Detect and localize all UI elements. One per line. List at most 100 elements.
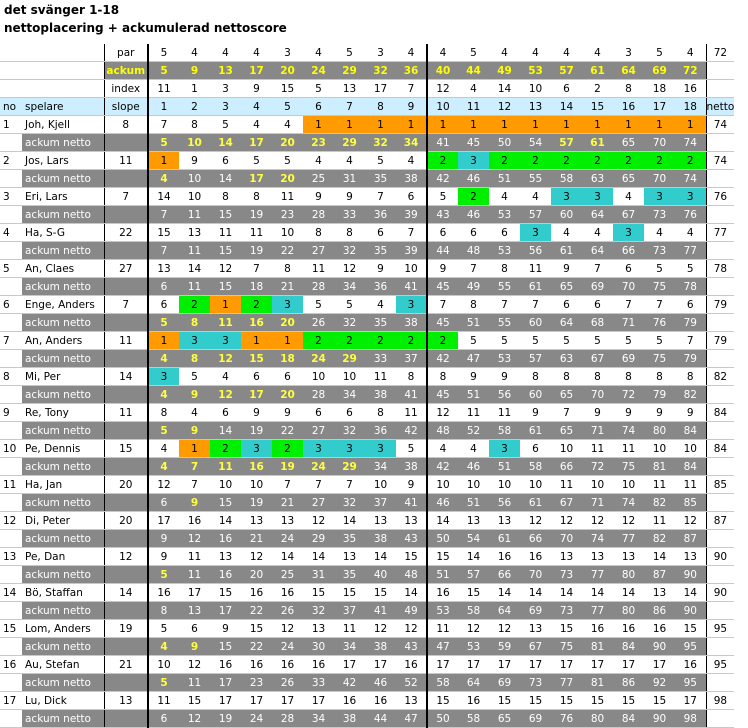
hole-placement: 16 <box>520 547 551 566</box>
empty-cell <box>0 205 22 224</box>
empty-cell <box>103 385 148 404</box>
hole-placement: 2 <box>458 187 489 206</box>
player-name: Eri, Lars <box>22 187 104 206</box>
player-slope: 14 <box>103 583 148 602</box>
hole-placement: 16 <box>426 583 458 602</box>
par-value: 4 <box>241 44 272 62</box>
ackum-netto-value: 82 <box>675 385 706 404</box>
ackum-netto-value: 35 <box>365 169 396 188</box>
player-slope: 27 <box>103 259 148 278</box>
index-value: 12 <box>426 79 458 98</box>
hole-placement: 9 <box>210 619 241 638</box>
ackum-netto-value: 34 <box>334 385 365 404</box>
hole-placement: 9 <box>520 403 551 422</box>
hole-placement: 6 <box>210 151 241 170</box>
hole-placement: 9 <box>272 403 303 422</box>
hole-placement: 6 <box>179 619 210 638</box>
hole-placement: 4 <box>582 223 613 242</box>
hole-placement: 12 <box>365 619 396 638</box>
hole-placement: 14 <box>551 583 582 602</box>
ackum-netto-value: 14 <box>210 421 241 440</box>
hole-placement: 5 <box>520 331 551 350</box>
ackum-netto-value: 51 <box>458 493 489 512</box>
player-name: Ha, S-G <box>22 223 104 242</box>
player-name: Enge, Anders <box>22 295 104 314</box>
hole-placement: 1 <box>613 115 644 134</box>
player-slope: 13 <box>103 691 148 710</box>
hole-placement: 12 <box>520 511 551 530</box>
hole-placement: 6 <box>551 295 582 314</box>
hole-placement: 7 <box>551 403 582 422</box>
ackum-netto-value: 77 <box>551 673 582 692</box>
ackum-netto-value: 66 <box>551 457 582 476</box>
hole-placement: 14 <box>334 511 365 530</box>
hole-placement: 6 <box>241 367 272 386</box>
hole-placement: 15 <box>241 619 272 638</box>
ackum-netto-value: 37 <box>365 493 396 512</box>
ackum-netto-value: 32 <box>334 421 365 440</box>
ackum-netto-value: 69 <box>520 709 551 728</box>
player-slope: 12 <box>103 547 148 566</box>
hole-placement: 3 <box>489 439 520 458</box>
hole-placement: 17 <box>334 655 365 674</box>
hole-placement: 11 <box>179 547 210 566</box>
hole-placement: 6 <box>272 367 303 386</box>
hole-placement: 8 <box>582 367 613 386</box>
hole-placement: 3 <box>458 151 489 170</box>
ackum-netto-value: 37 <box>334 601 365 620</box>
player-slope: 14 <box>103 367 148 386</box>
ackum-netto-value: 45 <box>426 385 458 404</box>
hole-placement: 15 <box>551 691 582 710</box>
ackum-netto-value: 15 <box>210 205 241 224</box>
ackum-netto-value: 51 <box>458 313 489 332</box>
ackum-netto-value: 38 <box>334 709 365 728</box>
hole-placement: 5 <box>613 331 644 350</box>
hole-placement: 5 <box>644 259 675 278</box>
hole-placement: 13 <box>489 511 520 530</box>
hole-placement: 15 <box>365 583 396 602</box>
hole-placement: 5 <box>241 151 272 170</box>
player-netto: 98 <box>705 691 735 710</box>
empty-cell <box>705 673 735 692</box>
empty-cell <box>705 349 735 368</box>
hole-placement: 3 <box>551 187 582 206</box>
player-number: 9 <box>0 403 22 422</box>
hole-placement: 6 <box>334 403 365 422</box>
hole-placement: 13 <box>241 511 272 530</box>
player-name: Re, Tony <box>22 403 104 422</box>
ackum-netto-value: 53 <box>489 241 520 260</box>
hole-placement: 9 <box>582 403 613 422</box>
hole-placement: 8 <box>179 115 210 134</box>
ackum-netto-value: 81 <box>582 637 613 656</box>
hole-placement: 4 <box>179 403 210 422</box>
ackum-netto-value: 11 <box>179 277 210 296</box>
ackum-netto-value: 57 <box>520 349 551 368</box>
hole-placement: 16 <box>365 691 396 710</box>
hole-placement: 5 <box>210 115 241 134</box>
hole-placement: 12 <box>426 403 458 422</box>
ackum-netto-value: 35 <box>334 565 365 584</box>
hole-placement: 1 <box>426 115 458 134</box>
hole-placement: 11 <box>582 439 613 458</box>
hole-placement: 15 <box>582 691 613 710</box>
hole-placement: 13 <box>458 511 489 530</box>
ackum-netto-value: 63 <box>582 169 613 188</box>
hole-number: 6 <box>303 97 334 116</box>
player-slope: 15 <box>103 439 148 458</box>
hole-placement: 17 <box>520 655 551 674</box>
hole-placement: 4 <box>675 223 706 242</box>
hole-number: 10 <box>426 97 458 116</box>
hole-placement: 3 <box>241 439 272 458</box>
hole-placement: 13 <box>396 691 427 710</box>
player-netto: 84 <box>705 439 735 458</box>
hole-number: 3 <box>210 97 241 116</box>
player-netto: 84 <box>705 403 735 422</box>
ackum-netto-value: 20 <box>272 169 303 188</box>
player-row: 15 Lom, Anders 19 5 6 9 15 12 13 11 12 12 11 12 12 13 15… <box>0 619 735 638</box>
ackum-netto-value: 80 <box>582 709 613 728</box>
par-value: 5 <box>147 44 179 62</box>
hole-placement: 15 <box>675 619 706 638</box>
hole-placement: 11 <box>489 403 520 422</box>
hole-number: 14 <box>551 97 582 116</box>
ackum-netto-value: 19 <box>241 493 272 512</box>
